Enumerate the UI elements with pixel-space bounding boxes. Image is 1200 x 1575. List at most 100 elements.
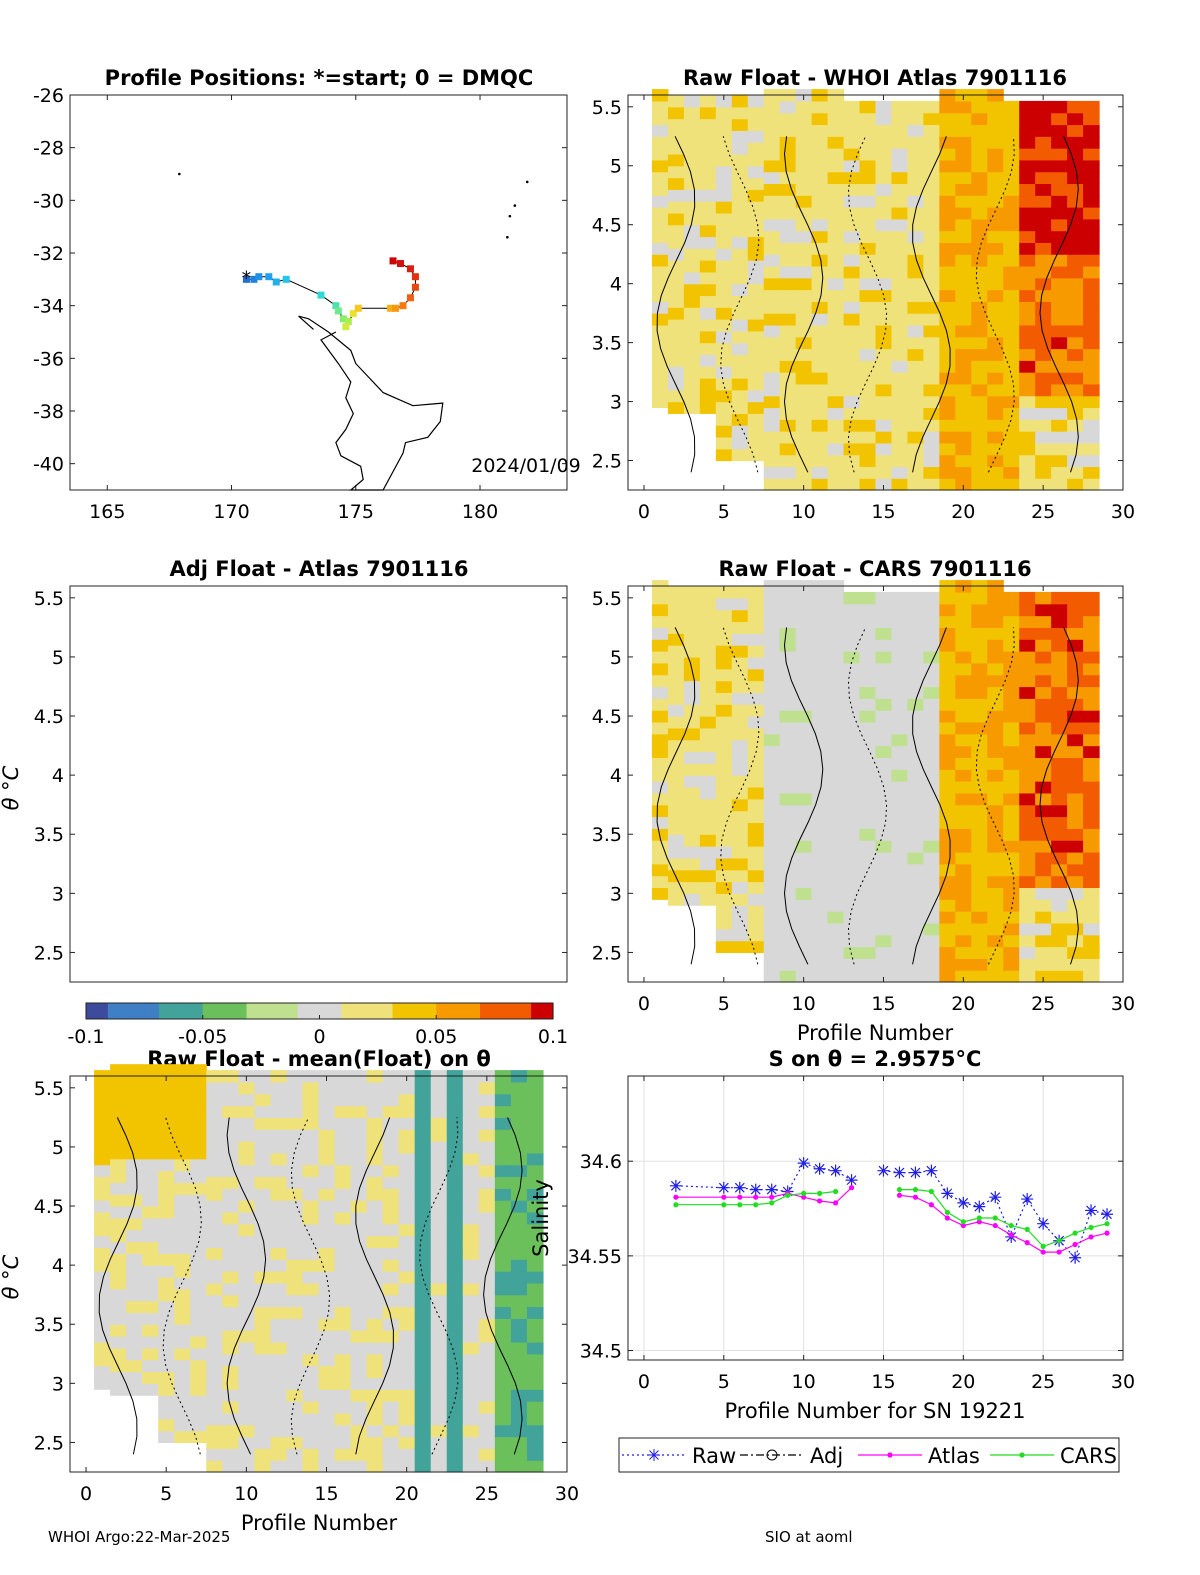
mean-float-cell (510, 1152, 528, 1166)
raw-cars-cell (651, 804, 669, 818)
raw-atlas-cell (1035, 112, 1052, 126)
raw-atlas-cell (683, 224, 701, 238)
raw-cars-cell (795, 863, 813, 877)
raw-atlas-cell (1019, 431, 1036, 444)
raw-atlas-cell (971, 195, 988, 208)
raw-cars-ytick-label: 3.5 (592, 824, 622, 846)
raw-atlas-cell (1083, 289, 1100, 302)
raw-atlas-cell (1067, 265, 1084, 279)
raw-cars-cell (987, 639, 1004, 652)
raw-atlas-cell (667, 366, 685, 379)
raw-atlas-cell (747, 212, 765, 226)
raw-atlas-cell (683, 342, 701, 356)
mean-float-cell (366, 1211, 384, 1225)
mean-float-cell (366, 1223, 384, 1237)
mean-float-cell (94, 1271, 111, 1284)
island-dot (178, 172, 181, 176)
raw-atlas-cell (811, 136, 829, 149)
raw-atlas-cell (1019, 207, 1036, 220)
raw-atlas-cell (923, 183, 940, 196)
raw-atlas-contour (1039, 136, 1079, 473)
raw-cars-cell (971, 698, 988, 711)
raw-atlas-cell (1067, 230, 1084, 243)
raw-cars-cell (923, 946, 940, 959)
raw-atlas-cell (651, 230, 669, 243)
raw-cars-cell (843, 674, 861, 688)
raw-cars-cell (1003, 934, 1020, 948)
raw-cars-cell (667, 609, 685, 623)
raw-cars-cell (747, 716, 765, 729)
mean-float-cell (110, 1182, 127, 1195)
raw-atlas-cell (875, 431, 893, 444)
raw-atlas-cell (699, 401, 717, 414)
raw-atlas-cell (939, 301, 956, 314)
mean-float-cell (254, 1235, 272, 1249)
raw-cars-cell (731, 704, 749, 717)
raw-cars-cell (731, 763, 749, 776)
raw-cars-cell (1035, 686, 1052, 699)
raw-atlas-cell (859, 348, 877, 361)
mean-float-cell (526, 1223, 544, 1237)
mean-float-cell (414, 1389, 432, 1402)
raw-cars-cell (1003, 591, 1020, 605)
mean-float-cell (158, 1135, 175, 1148)
raw-atlas-cell (779, 336, 797, 350)
raw-atlas-cell (731, 212, 749, 226)
colorbar-segment (261, 1003, 270, 1019)
raw-atlas-cell (891, 454, 909, 468)
mean-float-cell (462, 1235, 480, 1249)
raw-atlas-cell (683, 283, 701, 297)
mean-float-cell (238, 1247, 255, 1260)
raw-atlas-cell (1051, 207, 1068, 220)
raw-atlas-cell (811, 124, 829, 137)
raw-cars-cell (875, 899, 893, 912)
mean-float-cell (526, 1259, 544, 1272)
raw-cars-cell (779, 840, 797, 853)
raw-atlas-cell (779, 407, 797, 420)
mean-float-cell (302, 1306, 320, 1319)
mean-float-cell (254, 1341, 272, 1355)
raw-cars-cell (779, 792, 797, 806)
mean-float-cell (126, 1111, 143, 1124)
raw-cars-cell (1083, 863, 1100, 877)
raw-atlas-cell (651, 112, 669, 126)
raw-cars-cell (891, 922, 909, 936)
mean-float-cell (494, 1401, 512, 1414)
raw-cars-cell (891, 875, 909, 889)
raw-atlas-cell (651, 148, 669, 161)
mean-float-cell (446, 1117, 464, 1130)
raw-atlas-cell (795, 395, 813, 409)
raw-cars-cell (955, 887, 972, 900)
raw-atlas-cell (891, 277, 909, 291)
mean-float-cell (142, 1099, 159, 1113)
series-line-cars (899, 1188, 1108, 1248)
raw-atlas-cell (875, 289, 893, 302)
raw-cars-cell (667, 668, 685, 682)
raw-atlas-cell (907, 419, 925, 432)
mean-float-cell (366, 1200, 384, 1213)
raw-cars-cell (1067, 686, 1084, 699)
raw-atlas-cell (667, 153, 685, 167)
raw-cars-cell (763, 591, 781, 605)
raw-atlas-cell (1067, 442, 1084, 456)
mean-float-cell (334, 1259, 352, 1272)
raw-cars-cell (1067, 887, 1084, 900)
raw-cars-cell (923, 875, 940, 889)
data-point-raw (1101, 1208, 1114, 1221)
raw-cars-cell (907, 591, 925, 605)
mean-float-cell (350, 1259, 368, 1272)
raw-cars-cell (907, 639, 925, 652)
mean-float-cell (510, 1318, 528, 1331)
mean-float-cell (494, 1129, 512, 1142)
raw-atlas-cell (763, 159, 781, 173)
mean-float-cell (334, 1164, 352, 1178)
raw-cars-cell (971, 863, 988, 877)
mean-float-cell (286, 1117, 304, 1130)
raw-cars-cell (779, 674, 797, 688)
raw-cars-cell (763, 840, 781, 853)
raw-atlas-cell (827, 478, 845, 491)
raw-atlas-cell (1003, 383, 1020, 397)
raw-atlas-cell (971, 112, 988, 126)
raw-cars-cell (795, 922, 813, 936)
mean-float-cell (206, 1448, 223, 1461)
